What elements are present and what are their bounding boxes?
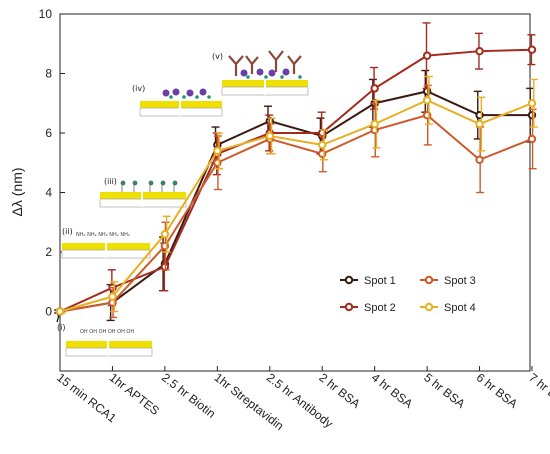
inset-iii-biotin: [120, 180, 178, 192]
legend-item-spot-3: Spot 3: [420, 275, 476, 287]
legend-label-spot-2: Spot 2: [364, 302, 396, 314]
data-point: [160, 229, 170, 239]
data-point: [55, 307, 65, 316]
legend-label-spot-4: Spot 4: [444, 302, 476, 314]
inset-iv-label: (iv): [132, 84, 145, 93]
x-tick-label: 2 hr BSA: [316, 370, 362, 411]
inset-iv-biotin: [169, 95, 211, 99]
legend-label-spot-1: Spot 1: [364, 275, 396, 287]
inset-ii: NH₂ NH₂ NH₂ NH₂ NH₂ (ii): [61, 227, 151, 259]
y-axis-label: Δλ (nm): [9, 167, 25, 216]
legend-item-spot-2: Spot 2: [340, 302, 396, 314]
series-line-spot-3: [59, 114, 533, 313]
inset-v: (v): [212, 50, 309, 96]
data-point: [108, 292, 117, 301]
legend-label-spot-3: Spot 3: [444, 275, 476, 287]
inset-iv: (iv): [132, 84, 223, 117]
series-layer: [54, 22, 538, 322]
legend-item-spot-4: Spot 4: [420, 302, 476, 314]
data-point: [475, 155, 484, 164]
series-spot-4: [55, 75, 538, 316]
series-line-spot-2: [59, 48, 533, 313]
data-point: [265, 131, 274, 141]
x-tick-label: 2.5 hr Biotin: [159, 370, 218, 420]
data-point: [370, 84, 379, 93]
legend-marker-spot-2: [344, 302, 354, 312]
inset-i-groups: OH OH OH OH OH OH: [80, 329, 134, 335]
inset-v-label: (v): [212, 52, 223, 61]
data-point: [527, 45, 537, 54]
legend-marker-spot-3: [424, 275, 434, 285]
inset-ii-groups: NH₂ NH₂ NH₂ NH₂ NH₂: [76, 232, 130, 238]
inset-i: OH OH OH OH OH OH (i): [56, 311, 153, 357]
series-line-spot-1: [59, 90, 532, 313]
data-point: [475, 119, 484, 129]
inset-iii: (iii): [99, 177, 187, 208]
y-tick-label: 10: [39, 7, 53, 21]
inset-ii-label: (ii): [62, 227, 73, 236]
data-point: [370, 119, 379, 129]
series-spot-2: [55, 22, 537, 316]
legend-marker-spot-4: [424, 302, 434, 312]
x-tick-label: 4 hr BSA: [369, 370, 415, 411]
legend: Spot 1 Spot 3 Spot 2 Spot 4: [340, 275, 476, 314]
data-point: [527, 134, 537, 144]
inset-i-label: (i): [57, 323, 65, 332]
y-tick-label: 0: [45, 305, 52, 319]
x-tick-label: 5 hr BSA: [421, 370, 467, 411]
data-point: [475, 46, 484, 56]
y-tick-label: 2: [45, 245, 52, 259]
inset-v-biotin: [246, 75, 302, 79]
inset-iii-label: (iii): [104, 177, 117, 186]
data-point: [213, 146, 222, 156]
y-tick-label: 4: [45, 186, 52, 200]
data-point: [422, 96, 432, 105]
data-point: [527, 99, 537, 108]
data-point: [422, 51, 432, 60]
x-tick-label: 7 hr BSA: [526, 370, 550, 411]
inset-iv-streptavidin: [162, 88, 207, 97]
y-tick-label: 6: [45, 126, 52, 140]
y-tick-label: 8: [45, 67, 52, 81]
series-line-spot-4: [59, 99, 533, 313]
inset-v-streptavidin: [240, 68, 290, 77]
data-point: [318, 140, 327, 150]
x-tick-label: 6 hr BSA: [474, 370, 520, 411]
legend-item-spot-1: Spot 1: [340, 275, 396, 287]
inset-v-antibodies: [228, 50, 302, 76]
legend-marker-spot-1: [344, 275, 354, 285]
y-axis: 0 2 4 6 8 10: [39, 7, 65, 319]
